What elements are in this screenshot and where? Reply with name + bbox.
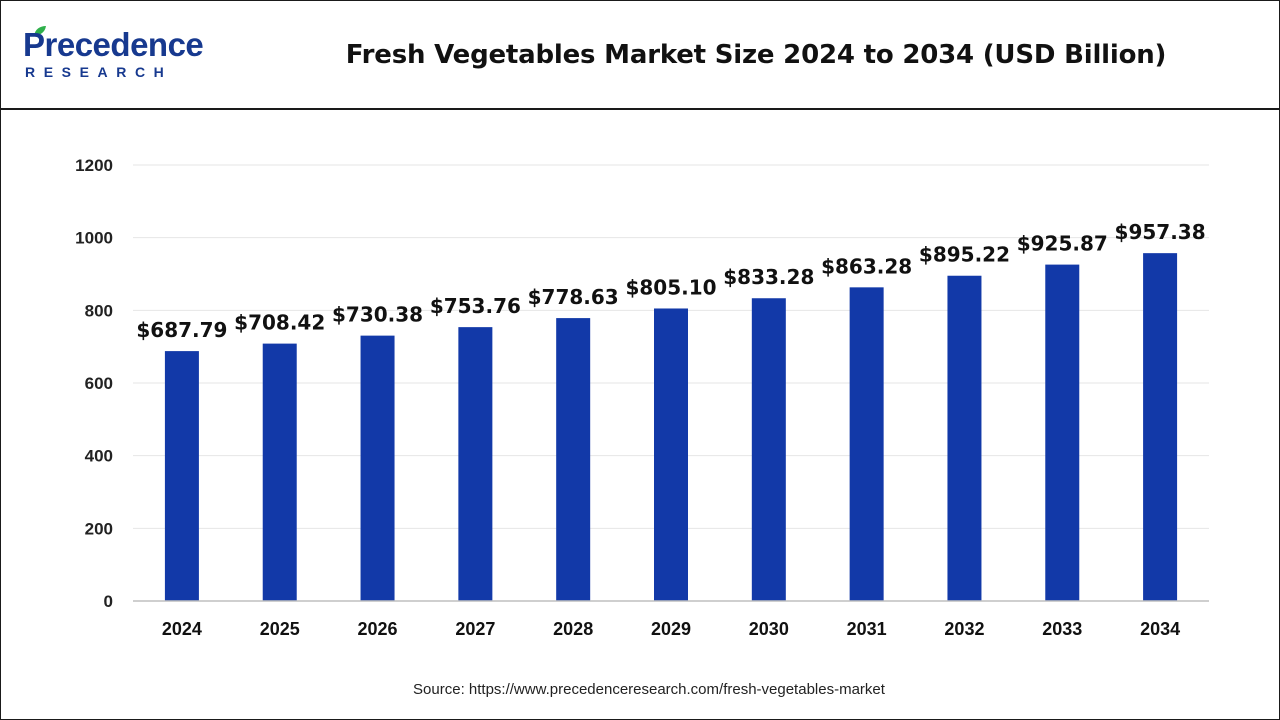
x-tick-label: 2028	[553, 619, 593, 639]
data-label: $778.63	[528, 285, 619, 309]
y-tick-label: 200	[85, 519, 113, 538]
x-tick-label: 2027	[455, 619, 495, 639]
bar	[1045, 264, 1080, 601]
x-tick-label: 2033	[1042, 619, 1082, 639]
bar	[262, 343, 297, 601]
data-label: $863.28	[821, 254, 912, 278]
y-tick-label: 800	[85, 301, 113, 320]
y-tick-label: 1200	[75, 156, 113, 175]
bar	[849, 287, 884, 601]
x-tick-label: 2034	[1140, 619, 1180, 639]
data-label: $833.28	[723, 265, 814, 289]
data-labels: $687.79 $708.42 $730.38 $753.76 $778.63 $805.…	[136, 220, 1205, 342]
x-axis-ticks: 2024 2025 2026 2027 2028 2029 2030 2031 2032 2033…	[162, 619, 1180, 639]
y-tick-label: 600	[85, 374, 113, 393]
bar	[458, 327, 493, 601]
header-band: Precedence RESEARCH Fresh Vegetables Mar…	[1, 1, 1279, 110]
data-label: $730.38	[332, 303, 423, 327]
data-label: $957.38	[1115, 220, 1206, 244]
x-tick-label: 2032	[944, 619, 984, 639]
y-tick-label: 400	[85, 447, 113, 466]
data-label: $805.10	[625, 275, 716, 299]
y-tick-label: 1000	[75, 229, 113, 248]
bar	[164, 351, 199, 601]
bar	[654, 308, 688, 601]
leaf-icon	[34, 26, 46, 36]
x-tick-label: 2026	[358, 619, 398, 639]
source-note: Source: https://www.precedenceresearch.c…	[413, 681, 885, 698]
x-tick-label: 2024	[162, 619, 202, 639]
bar	[556, 318, 591, 601]
bars	[164, 253, 1178, 602]
bar	[1143, 253, 1178, 602]
y-tick-label: 0	[104, 592, 113, 611]
chart-title: Fresh Vegetables Market Size 2024 to 203…	[345, 40, 1167, 70]
brand-subtitle: RESEARCH	[25, 64, 173, 80]
data-label: $687.79	[136, 318, 227, 342]
x-tick-label: 2025	[260, 619, 300, 639]
brand-name: Precedence	[23, 26, 204, 63]
data-label: $753.76	[430, 294, 521, 318]
bar	[751, 298, 786, 601]
x-tick-label: 2030	[749, 619, 789, 639]
bar	[360, 335, 395, 601]
x-tick-label: 2029	[651, 619, 691, 639]
data-label: $925.87	[1017, 232, 1108, 256]
x-tick-label: 2031	[847, 619, 887, 639]
brand-logo: Precedence RESEARCH	[23, 25, 213, 85]
data-label: $895.22	[919, 243, 1010, 267]
y-axis-ticks: 0 200 400 600 800 1000 1200	[75, 156, 113, 611]
data-label: $708.42	[234, 311, 325, 335]
bar	[947, 275, 982, 601]
